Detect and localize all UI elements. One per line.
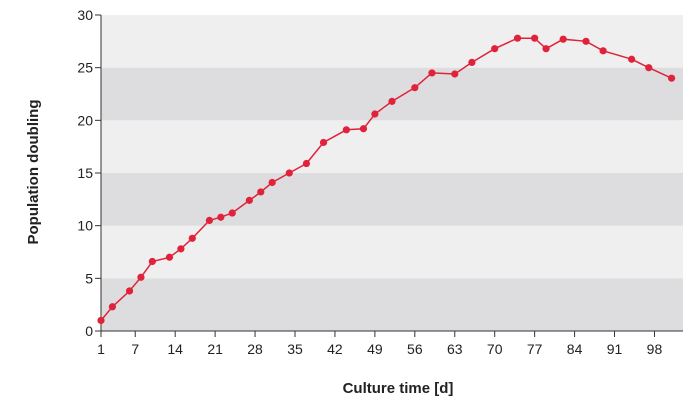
x-tick-label: 14 [167,341,183,357]
x-axis-ticks: 1 7 14 21 28 35 42 49 56 63 70 77 84 91 98 [97,331,662,357]
data-point [582,37,590,45]
x-tick-label: 28 [247,341,263,357]
y-tick-label: 0 [85,323,93,339]
data-point [371,110,379,118]
data-point [599,47,607,55]
y-axis-title: Population doubling [25,100,42,245]
y-tick-label: 30 [77,7,93,23]
data-point [245,196,253,204]
data-point [217,213,225,221]
data-point [285,169,293,177]
grid-band [101,120,683,173]
grid-band [101,173,683,226]
data-point [137,273,145,281]
data-point [491,45,499,53]
x-tick-label: 70 [487,341,503,357]
data-point [451,70,459,78]
y-tick-label: 5 [85,270,93,286]
x-tick-label: 21 [207,341,223,357]
grid-band [101,15,683,68]
x-tick-label: 49 [367,341,383,357]
y-tick-label: 15 [77,165,93,181]
data-point [645,64,653,72]
y-tick-label: 10 [77,218,93,234]
x-tick-label: 91 [607,341,623,357]
data-point [319,138,328,147]
data-point [302,159,311,168]
data-point [257,188,265,196]
grid-band [101,67,683,121]
data-point [125,287,134,295]
data-point [342,126,350,134]
data-point [559,35,567,43]
x-axis-title: Culture time [d] [343,380,454,397]
data-point [411,84,419,92]
data-point [359,125,368,133]
x-tick-label: 35 [287,341,303,357]
x-tick-label: 1 [97,341,105,357]
x-tick-label: 84 [567,341,583,357]
background-bands [101,15,683,331]
data-point [513,34,522,42]
data-point [177,245,185,253]
data-point [428,69,436,77]
y-tick-label: 20 [77,112,93,128]
data-point [388,97,396,105]
data-series [97,34,676,325]
data-point [165,253,174,261]
x-tick-label: 63 [447,341,463,357]
x-tick-label: 98 [647,341,663,357]
data-point [97,316,105,325]
x-tick-label: 42 [327,341,343,357]
data-point [148,257,156,266]
y-tick-label: 25 [77,60,93,76]
data-point [542,45,550,53]
data-point [228,209,236,217]
data-point [531,34,539,42]
data-point [188,234,196,242]
data-point [268,178,276,187]
data-point [108,303,117,311]
x-tick-label: 77 [527,341,543,357]
data-point [628,55,636,63]
data-point [667,74,676,82]
x-tick-label: 56 [407,341,423,357]
grid-band [101,225,683,279]
x-tick-label: 7 [131,341,139,357]
data-point [205,216,214,224]
data-point [468,58,476,66]
grid-band [101,278,683,331]
y-axis-ticks: 0 5 10 15 20 25 30 [77,7,101,339]
